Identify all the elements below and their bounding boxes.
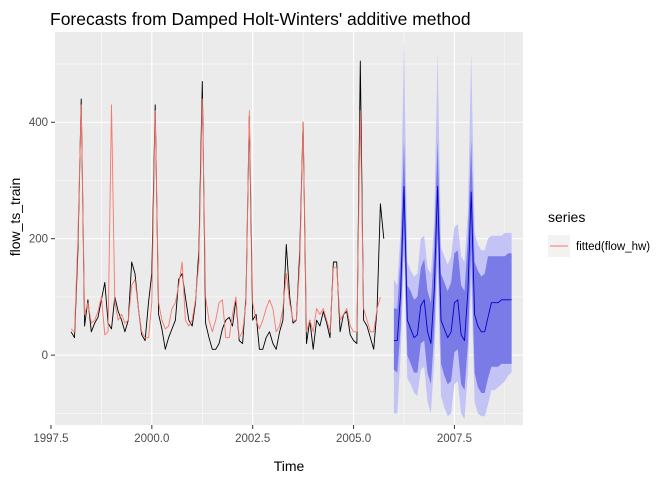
- y-tick-label: 200: [29, 234, 48, 246]
- x-tick-label: 2007.5: [437, 433, 472, 445]
- x-tick-label: 2005.0: [336, 433, 371, 445]
- fitted-series-line: [70, 98, 381, 339]
- x-tick-label: 1997.5: [33, 433, 68, 445]
- x-axis-title: Time: [274, 458, 305, 474]
- axis-ticks: 1997.5 2000.0 2002.5 2005.0 2007.5 0 200 400: [29, 117, 472, 445]
- legend-title: series: [548, 209, 585, 225]
- y-tick-label: 400: [29, 117, 48, 129]
- x-tick-label: 2002.5: [235, 433, 270, 445]
- forecast-bands: [393, 40, 512, 420]
- band-80: [393, 139, 512, 393]
- chart-title: Forecasts from Damped Holt-Winters' addi…: [50, 9, 471, 29]
- y-axis-title: flow_ts_train: [7, 178, 23, 257]
- legend-label: fitted(flow_hw): [576, 241, 650, 253]
- series-lines: [70, 60, 512, 350]
- x-tick-label: 2000.0: [134, 433, 169, 445]
- y-tick-label: 0: [42, 350, 48, 362]
- forecast-mean-line: [393, 185, 512, 344]
- legend: series fitted(flow_hw): [548, 209, 650, 257]
